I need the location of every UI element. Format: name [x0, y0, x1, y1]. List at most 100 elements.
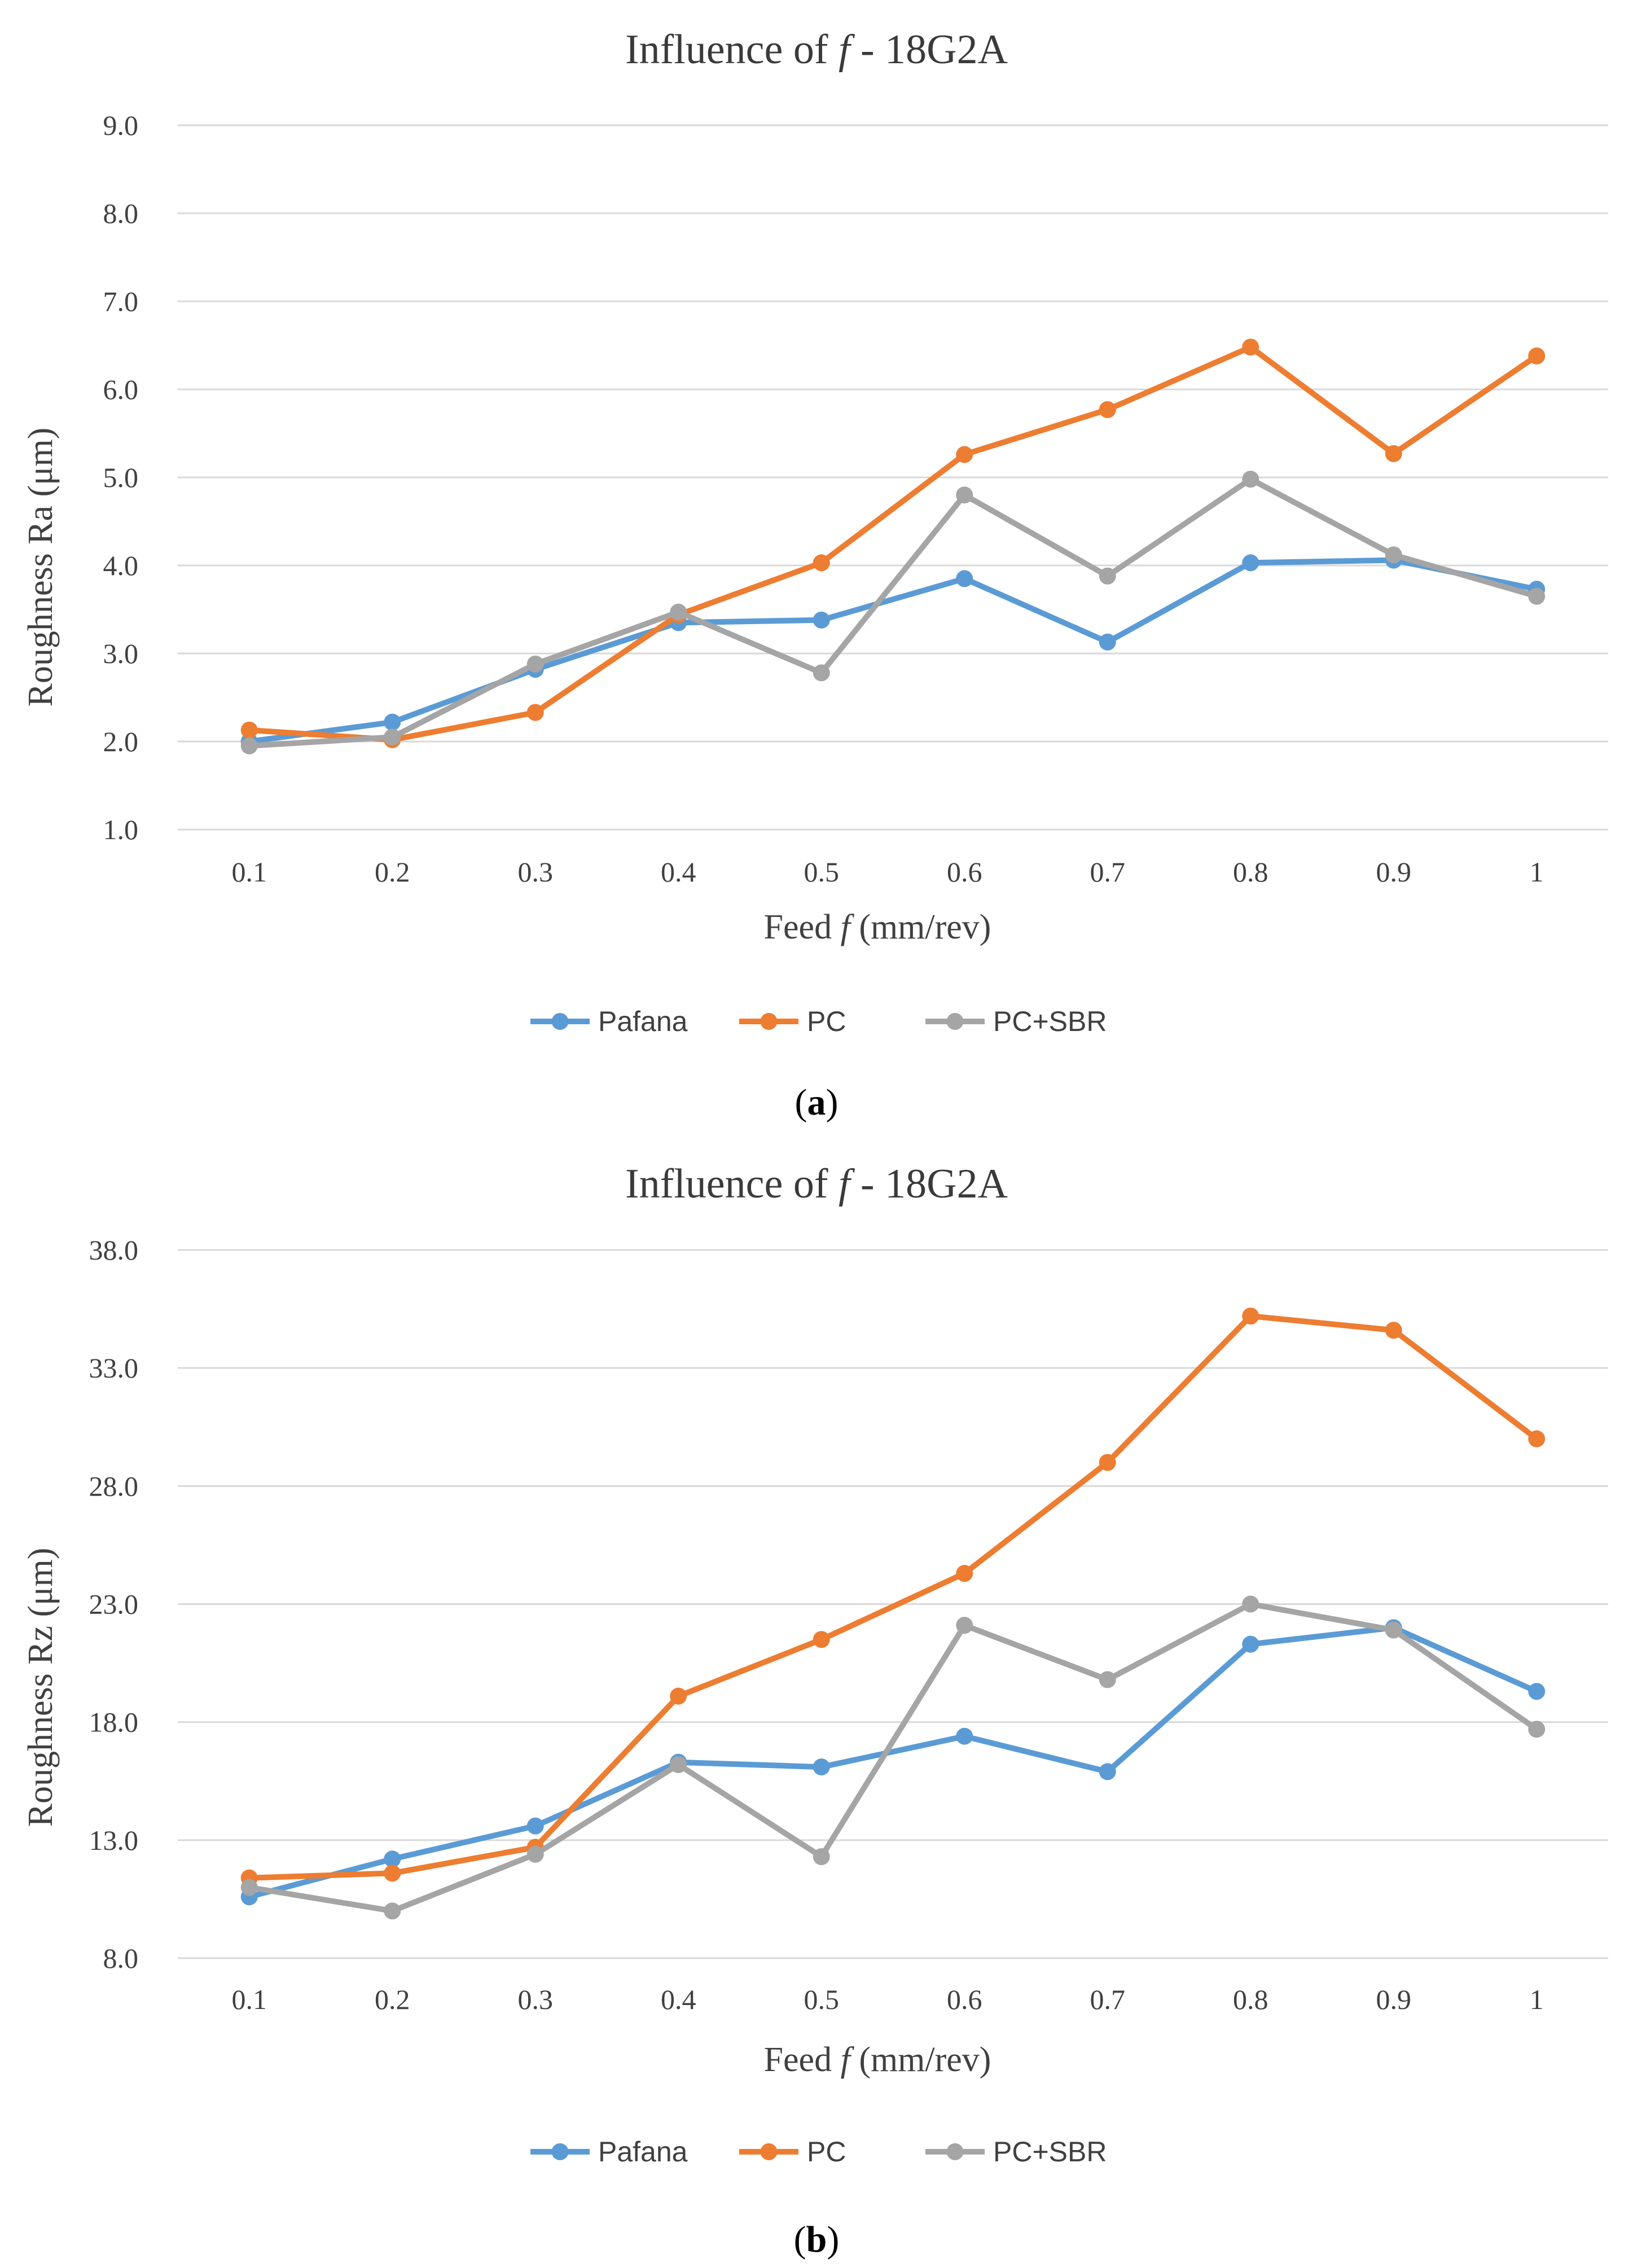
data-point-pc-sbr: [813, 664, 830, 682]
x-tick-label: 0.1: [232, 1984, 267, 2015]
chart-b-x-tick-labels: 0.1 0.2 0.3 0.4 0.5 0.6 0.7 0.8 0.9 1: [232, 1984, 1544, 2015]
data-point-pc-sbr: [956, 1617, 973, 1634]
legend-label: PC+SBR: [993, 2136, 1107, 2168]
legend-swatch-marker: [760, 2143, 778, 2160]
x-tick-label: 0.5: [804, 1984, 840, 2015]
x-tick-label: 0.2: [375, 856, 410, 888]
chart-a-series-layer: [240, 339, 1546, 754]
chart-b-caption: (b): [794, 2219, 840, 2260]
data-point-pc: [1528, 347, 1546, 365]
series-line-pafana: [246, 1625, 1540, 1900]
data-point-pc: [1099, 1454, 1116, 1471]
x-tick-label: 0.2: [375, 1984, 410, 2015]
data-point-pc: [813, 554, 830, 572]
data-point-pc-sbr: [240, 1879, 258, 1896]
data-point-pc-sbr: [670, 1756, 687, 1773]
data-point-pc-sbr: [1385, 1621, 1402, 1639]
data-point-pc: [526, 704, 544, 721]
y-tick-label: 33.0: [89, 1352, 139, 1384]
data-point-pc-sbr: [956, 486, 973, 504]
x-tick-label: 0.6: [947, 856, 982, 888]
chart-a-legend: Pafana PC PC+SBR: [530, 1006, 1107, 1037]
legend-label: PC: [807, 2136, 846, 2168]
data-point-pafana: [384, 1850, 401, 1868]
chart-b-gridlines: [178, 1249, 1608, 1959]
data-point-pc: [670, 1687, 687, 1705]
series-line-pc: [246, 344, 1540, 743]
chart-a-title: Influence of f - 18G2A: [625, 27, 1008, 73]
data-point-pafana: [384, 713, 401, 731]
x-tick-label: 0.3: [518, 856, 554, 888]
data-point-pc-sbr: [1242, 471, 1259, 488]
chart-b-title: Influence of f - 18G2A: [625, 1161, 1008, 1207]
legend-swatch-marker: [946, 1013, 964, 1030]
data-point-pc-sbr: [670, 603, 687, 621]
y-tick-label: 9.0: [103, 109, 139, 141]
chart-b-y-tick-labels: 8.0 13.0 18.0 23.0 28.0 33.0 38.0: [89, 1234, 139, 1974]
x-tick-label: 0.8: [1233, 856, 1268, 888]
data-point-pafana: [1242, 1635, 1259, 1653]
chart-b-y-axis-label: Roughness Rz (μm): [21, 1548, 60, 1827]
chart-a-y-tick-labels: 1.0 2.0 3.0 4.0 5.0 6.0 7.0 8.0 9.0: [103, 109, 139, 845]
x-tick-label: 0.3: [518, 1984, 554, 2015]
data-point-pc-sbr: [1099, 1671, 1116, 1688]
data-point-pc-sbr: [384, 729, 401, 746]
y-tick-label: 38.0: [89, 1234, 139, 1266]
x-tick-label: 0.4: [661, 856, 696, 888]
data-point-pc-sbr: [1099, 567, 1116, 585]
data-point-pc: [1242, 339, 1259, 356]
data-point-pc-sbr: [1528, 1721, 1546, 1738]
data-point-pc: [384, 1865, 401, 1882]
legend-swatch-marker: [946, 2143, 964, 2160]
data-point-pafana: [956, 1727, 973, 1745]
legend-label: PC: [807, 1006, 846, 1037]
series-line-pc-sbr: [246, 1601, 1540, 1914]
data-point-pafana: [813, 1758, 830, 1776]
data-point-pc-sbr: [1528, 587, 1546, 605]
data-point-pc-sbr: [526, 655, 544, 673]
y-tick-label: 8.0: [103, 198, 139, 229]
x-tick-label: 0.7: [1090, 856, 1126, 888]
chart-a: Influence of f - 18G2A 1.0 2.0 3.0 4.0 5.0 6.…: [21, 27, 1608, 1123]
y-tick-label: 5.0: [103, 462, 139, 493]
x-tick-label: 0.4: [661, 1984, 696, 2015]
data-point-pafana: [526, 1817, 544, 1835]
data-point-pafana: [1099, 1763, 1116, 1780]
data-point-pc-sbr: [240, 737, 258, 754]
chart-a-gridlines: [178, 124, 1608, 831]
y-tick-label: 18.0: [89, 1707, 139, 1738]
x-tick-label: 1: [1530, 856, 1544, 888]
series-line-pc: [246, 1313, 1540, 1881]
data-point-pc-sbr: [1242, 1595, 1259, 1613]
legend-swatch-marker: [551, 2143, 569, 2160]
data-point-pafana: [1528, 1683, 1546, 1700]
chart-b-legend: Pafana PC PC+SBR: [530, 2136, 1107, 2168]
x-tick-label: 0.7: [1090, 1984, 1126, 2015]
data-point-pc: [1528, 1430, 1546, 1447]
data-point-pc: [956, 446, 973, 463]
data-point-pc-sbr: [526, 1845, 544, 1863]
legend-swatch-marker: [551, 1013, 569, 1030]
data-point-pc: [1099, 401, 1116, 418]
legend-swatch-marker: [760, 1013, 778, 1030]
y-tick-label: 23.0: [89, 1589, 139, 1620]
series-line-pafana: [246, 557, 1540, 744]
chart-a-x-axis-label: Feed f (mm/rev): [764, 908, 991, 946]
chart-a-x-tick-labels: 0.1 0.2 0.3 0.4 0.5 0.6 0.7 0.8 0.9 1: [232, 856, 1544, 888]
data-point-pc-sbr: [813, 1848, 830, 1866]
data-point-pc-sbr: [1385, 546, 1402, 564]
x-tick-label: 0.1: [232, 856, 267, 888]
chart-a-y-axis-label: Roughness Ra (μm): [21, 428, 60, 707]
x-tick-label: 0.8: [1233, 1984, 1268, 2015]
y-tick-label: 3.0: [103, 638, 139, 669]
chart-b: Influence of f - 18G2A 8.0 13.0 18.0 23.0 28…: [21, 1161, 1608, 2260]
x-tick-label: 0.5: [804, 856, 840, 888]
x-tick-label: 0.6: [947, 1984, 982, 2015]
data-point-pc: [1385, 1322, 1402, 1339]
data-point-pafana: [1099, 633, 1116, 651]
data-point-pc-sbr: [384, 1902, 401, 1920]
chart-a-caption: (a): [795, 1082, 839, 1123]
y-tick-label: 7.0: [103, 286, 139, 317]
data-point-pc: [1242, 1308, 1259, 1325]
series-line-pc-sbr: [246, 476, 1540, 749]
